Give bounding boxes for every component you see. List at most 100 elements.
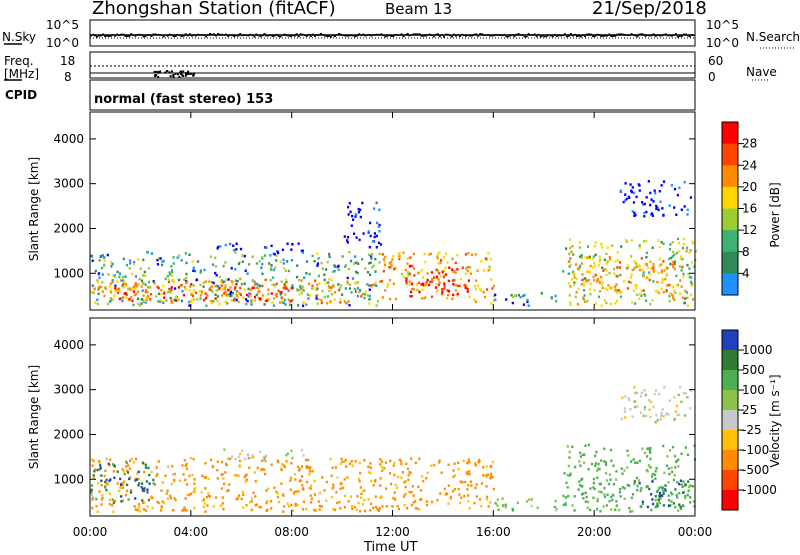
velocity-cell — [626, 483, 629, 487]
velocity-cell — [142, 462, 145, 465]
nsky-point — [422, 35, 425, 37]
power-cell — [427, 283, 431, 287]
power-cell — [373, 207, 376, 210]
power-cell — [575, 263, 578, 266]
velocity-cell — [615, 500, 618, 503]
velocity-cell — [132, 461, 135, 464]
power-cell — [649, 267, 652, 270]
velocity-cell — [172, 509, 175, 512]
power-cell — [253, 283, 256, 286]
power-cell — [630, 255, 633, 258]
power-cell — [630, 239, 633, 242]
power-cell — [185, 281, 188, 285]
freq-point — [182, 70, 185, 73]
power-cell — [614, 285, 617, 288]
velocity-cell — [137, 477, 141, 481]
velocity-cell — [603, 493, 606, 496]
velocity-cell — [210, 458, 213, 462]
velocity-cell — [155, 466, 158, 469]
velocity-cell — [408, 490, 411, 494]
power-cell — [355, 261, 359, 264]
nsky-point — [614, 35, 617, 37]
power-cell — [447, 290, 451, 293]
power-cell — [127, 287, 130, 291]
power-cell — [671, 260, 674, 264]
velocity-cell — [261, 459, 264, 462]
velocity-cell — [231, 455, 234, 458]
velocity-cell — [301, 475, 304, 478]
nsky-point — [636, 35, 639, 38]
nsky-point — [338, 33, 341, 35]
power-cell — [330, 278, 333, 282]
power-cell — [320, 298, 323, 302]
velocity-cell — [663, 471, 666, 475]
power-cell — [137, 283, 140, 286]
velocity-cell — [662, 415, 665, 418]
velocity-cell — [650, 475, 654, 478]
velocity-cell — [280, 482, 283, 485]
velocity-cell — [667, 504, 671, 507]
nsky-point — [154, 33, 157, 35]
power-cell — [517, 293, 521, 297]
velocity-cell — [652, 502, 655, 506]
velocity-cell — [256, 466, 259, 470]
velocity-cell — [679, 386, 682, 389]
velocity-cell — [420, 489, 423, 492]
power-cell — [163, 292, 166, 295]
power-cell — [603, 267, 607, 271]
velocity-cell — [678, 503, 681, 506]
velocity-cell — [492, 487, 495, 491]
power-cell — [130, 296, 133, 299]
power-cell — [140, 279, 144, 282]
velocity-cell — [219, 504, 222, 507]
power-cell — [674, 260, 677, 263]
power-cell — [355, 270, 358, 274]
velocity-cell — [462, 459, 465, 463]
power-cell — [364, 267, 367, 270]
power-cell — [370, 284, 373, 287]
velocity-cell — [184, 508, 187, 512]
power-cell — [141, 282, 144, 285]
nsky-point — [602, 35, 605, 37]
power-cell — [689, 249, 692, 252]
power-cell — [661, 207, 664, 210]
nsky-point — [150, 35, 153, 37]
velocity-cell — [578, 460, 581, 463]
power-cell — [598, 279, 601, 283]
power-cell — [316, 264, 319, 267]
velocity-cell — [313, 479, 316, 483]
velocity-cell — [467, 484, 470, 487]
power-cell — [101, 280, 104, 284]
nsky-point — [142, 35, 145, 38]
velocity-cell — [686, 396, 689, 399]
velocity-cell — [530, 498, 533, 501]
velocity-cell — [166, 497, 170, 500]
power-cell — [688, 251, 691, 255]
power-cell — [348, 251, 351, 254]
velocity-cell — [566, 473, 569, 477]
power-cell — [287, 298, 290, 302]
power-cell — [632, 289, 635, 292]
velocity-cell — [573, 495, 576, 498]
velocity-cell — [468, 507, 471, 510]
power-cell — [523, 293, 526, 297]
nsky-point — [670, 35, 673, 37]
velocity-cell — [109, 478, 112, 481]
velocity-cell — [393, 491, 396, 494]
velocity-cell — [504, 503, 507, 506]
power-cell — [465, 284, 468, 287]
nsky-point — [329, 35, 332, 38]
power-cell — [679, 255, 683, 258]
power-cell — [360, 295, 363, 298]
power-cell — [598, 281, 601, 284]
velocity-cell — [141, 488, 145, 491]
velocity-cell — [393, 461, 396, 465]
velocity-cell — [623, 497, 626, 501]
power-cell — [328, 255, 331, 258]
velocity-cell — [94, 468, 97, 471]
power-cell — [184, 288, 187, 291]
power-cell — [606, 288, 609, 291]
power-cell — [134, 287, 137, 290]
velocity-cell — [133, 505, 136, 508]
velocity-cell — [304, 507, 308, 511]
